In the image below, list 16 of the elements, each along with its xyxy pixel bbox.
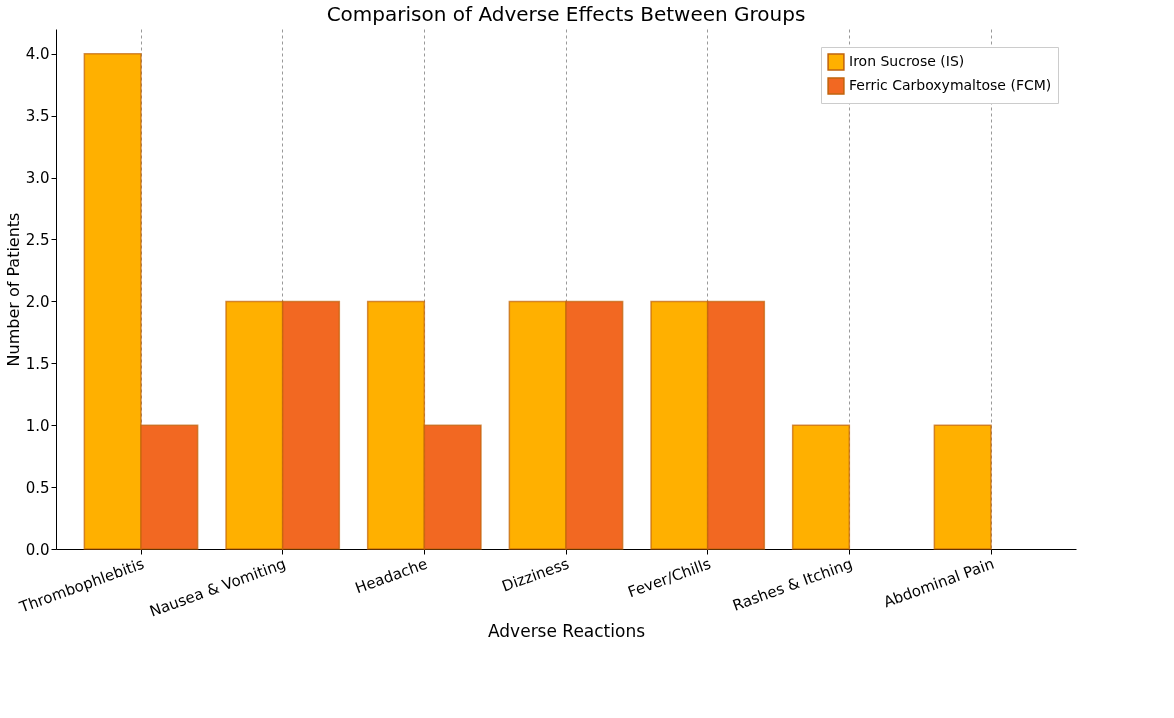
legend-label: Ferric Carboxymaltose (FCM)	[849, 77, 1052, 93]
y-tick-label: 3.0	[25, 169, 50, 188]
y-tick-label: 2.0	[25, 292, 50, 311]
y-tick-label: 0.5	[25, 478, 50, 497]
y-tick-label: 1.0	[25, 416, 50, 435]
y-axis-title: Number of Patients	[3, 212, 23, 367]
chart-title: Comparison of Adverse Effects Between Groups	[326, 2, 806, 26]
bar	[791, 424, 851, 550]
y-tick-label: 2.5	[25, 230, 50, 249]
y-tick-label: 4.0	[25, 45, 50, 64]
y-tick-label: 0.0	[25, 540, 50, 559]
legend-label: Iron Sucrose (IS)	[849, 53, 965, 69]
x-axis-title: Adverse Reactions	[487, 620, 646, 641]
y-tick-label: 1.5	[25, 354, 50, 373]
bar	[933, 424, 992, 550]
y-tick-label: 3.5	[25, 107, 50, 126]
